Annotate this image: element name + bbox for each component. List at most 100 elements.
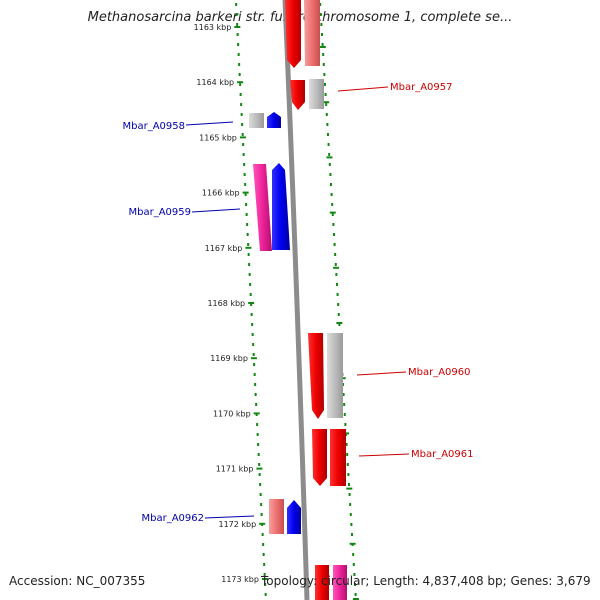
scale-dot xyxy=(332,223,335,226)
scale-dot xyxy=(327,143,330,146)
scale-dot xyxy=(243,163,246,166)
tick-label: 1169 kbp xyxy=(210,354,248,363)
gene-feature[interactable] xyxy=(304,0,320,66)
scale-dot xyxy=(335,283,338,286)
scale-dot xyxy=(235,3,238,6)
scale-dot xyxy=(251,323,254,326)
scale-dot xyxy=(256,423,259,426)
tick-mark xyxy=(237,81,244,84)
scale-dot xyxy=(250,303,253,306)
scale-dot xyxy=(254,393,257,396)
gene-label-mbar-a0958[interactable]: Mbar_A0958 xyxy=(122,121,185,132)
gene-feature[interactable] xyxy=(315,565,329,600)
scale-dot xyxy=(338,323,341,326)
scale-dot xyxy=(349,503,352,506)
gene-feature[interactable] xyxy=(330,429,346,486)
scale-dot xyxy=(247,243,250,246)
tick-mark xyxy=(242,191,249,194)
scale-dot xyxy=(242,153,245,156)
scale-dot xyxy=(264,593,267,596)
gene-feature[interactable] xyxy=(285,0,301,68)
scale-dot xyxy=(320,33,323,36)
tick-label: 1172 kbp xyxy=(218,520,256,529)
scale-dot xyxy=(237,43,240,46)
scale-dot xyxy=(255,403,258,406)
scale-dot xyxy=(330,193,333,196)
tick-mark xyxy=(329,211,336,214)
gene-feature[interactable] xyxy=(312,429,327,486)
scale-dot xyxy=(349,513,352,516)
gene-feature[interactable] xyxy=(272,163,290,250)
scale-dot xyxy=(250,313,253,316)
scale-dot xyxy=(322,63,325,66)
gene-feature[interactable] xyxy=(327,333,343,418)
scale-dot xyxy=(249,293,252,296)
scale-dot xyxy=(245,203,248,206)
gene-feature[interactable] xyxy=(267,112,281,128)
scale-dot xyxy=(242,143,245,146)
gene-feature[interactable] xyxy=(287,500,301,534)
tick-mark xyxy=(234,26,241,28)
gene-feature[interactable] xyxy=(249,113,264,128)
scale-dot xyxy=(354,593,357,596)
scale-dot xyxy=(241,123,244,126)
scale-dot xyxy=(252,353,255,356)
scale-dot xyxy=(240,113,243,116)
scale-dot xyxy=(328,153,331,156)
scale-dot xyxy=(344,423,347,426)
scale-dot xyxy=(337,303,340,306)
gene-label-mbar-a0960[interactable]: Mbar_A0960 xyxy=(408,367,471,378)
scale-dot xyxy=(328,163,331,166)
tick-mark xyxy=(336,322,343,324)
scale-dot xyxy=(239,83,242,86)
gene-feature[interactable] xyxy=(253,164,272,251)
gene-label-mbar-a0962[interactable]: Mbar_A0962 xyxy=(141,513,204,524)
genome-info-label: Topology: circular; Length: 4,837,408 bp… xyxy=(261,574,591,588)
tick-label: 1173 kbp xyxy=(221,575,259,584)
gene-label-mbar-a0957[interactable]: Mbar_A0957 xyxy=(390,82,453,93)
scale-dot xyxy=(259,483,262,486)
gene-label-mbar-a0959[interactable]: Mbar_A0959 xyxy=(128,207,191,218)
scale-dot xyxy=(325,113,328,116)
scale-dot xyxy=(255,413,258,416)
gene-features xyxy=(249,0,347,600)
scale-dot xyxy=(334,253,337,256)
scale-dot xyxy=(260,503,263,506)
chromosome-backbone xyxy=(282,0,310,600)
scale-dot xyxy=(346,463,349,466)
scale-dot xyxy=(323,73,326,76)
scale-dot xyxy=(333,243,336,246)
gene-feature[interactable] xyxy=(269,499,284,534)
tick-label: 1163 kbp xyxy=(194,23,232,32)
scale-dot xyxy=(337,313,340,316)
gene-feature[interactable] xyxy=(308,333,324,419)
scale-dot xyxy=(248,273,251,276)
scale-dot xyxy=(244,183,247,186)
scale-dot xyxy=(319,3,322,6)
scale-dot xyxy=(343,403,346,406)
tick-label: 1166 kbp xyxy=(202,189,240,198)
scale-dot xyxy=(352,553,355,556)
tick-label: 1168 kbp xyxy=(207,299,245,308)
gene-feature[interactable] xyxy=(309,79,324,109)
gene-label-lines xyxy=(185,86,410,519)
scale-dot xyxy=(326,123,329,126)
scale-dot xyxy=(256,433,259,436)
gene-feature[interactable] xyxy=(333,565,347,600)
scale-dot xyxy=(264,583,267,586)
scale-dot xyxy=(236,33,239,36)
scale-dot xyxy=(238,73,241,76)
tick-mark xyxy=(352,598,359,600)
scale-dot xyxy=(343,413,346,416)
tick-mark xyxy=(253,412,260,415)
scale-dot xyxy=(257,443,260,446)
scale-dot xyxy=(247,253,250,256)
scale-dot xyxy=(348,493,351,496)
scale-dot xyxy=(261,533,264,536)
scale-dot xyxy=(324,93,327,96)
gene-feature[interactable] xyxy=(290,80,305,110)
scale-dots xyxy=(235,3,357,596)
scale-dot xyxy=(258,473,261,476)
gene-label-mbar-a0961[interactable]: Mbar_A0961 xyxy=(411,449,474,460)
